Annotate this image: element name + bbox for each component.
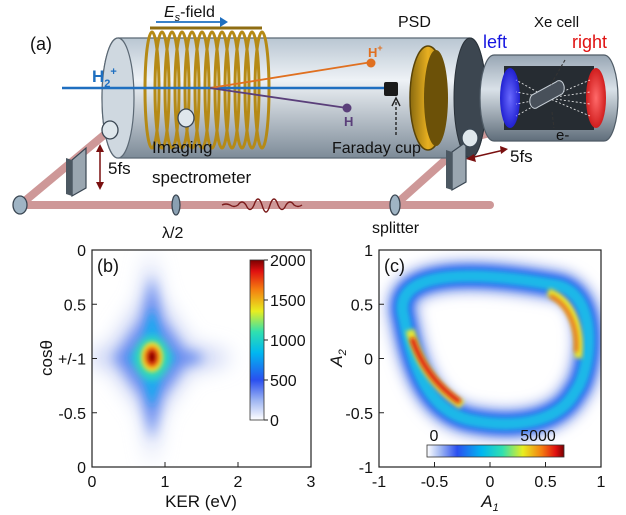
right-detector	[586, 68, 606, 128]
panel-b-y-tick-label: +/-1	[58, 352, 86, 369]
panel-c-x-tick-label: 1	[597, 474, 606, 491]
panel-c-label: (c)	[384, 256, 405, 276]
panel-b-x-tick-label: 2	[234, 474, 243, 491]
spectrometer-label: spectrometer	[152, 168, 252, 187]
panel-c-x-tick-label: 0	[486, 474, 495, 491]
mirror-upper-left	[101, 120, 119, 140]
panel-c-x-ticks: -1 -0.5 0 0.5 1	[372, 462, 606, 491]
coil-turn	[233, 30, 251, 150]
panel-b-y-tick-label: 0.5	[64, 297, 86, 314]
panel-c-colorbar-min: 0	[430, 428, 439, 445]
h-label: H	[344, 114, 353, 129]
panel-b-colorbar-tick-label: 500	[270, 373, 297, 390]
panel-b-x-ticks: 0 1 2 3	[88, 462, 316, 491]
panel-c-x-tick-label: -1	[372, 474, 386, 491]
panel-c-y-tick-label: -0.5	[345, 406, 373, 423]
panel-c-colorbar	[426, 444, 565, 458]
panel-b-x-tick-label: 1	[161, 474, 170, 491]
xe-cell-label: Xe cell	[534, 14, 579, 31]
psd-label: PSD	[398, 14, 431, 31]
panel-c-ylabel: A2	[327, 349, 349, 367]
panel-c-xlabel: A1	[480, 492, 498, 514]
panel-c-heatmap	[385, 259, 601, 441]
panel-c-colorbar-max: 5000	[520, 428, 556, 445]
electron-label: e-	[556, 127, 569, 144]
mirror-right-1	[461, 128, 479, 148]
panel-b-xlabel: KER (eV)	[165, 492, 237, 511]
coil-turn	[183, 30, 201, 150]
panel-b-y-tick-label: 0	[77, 460, 86, 477]
imaging-label: Imaging	[152, 138, 212, 157]
panel-a: (a) Es-field H2+ H+ H PSD Faraday cup Im…	[12, 4, 619, 242]
splitter-label: splitter	[372, 220, 420, 237]
xe-cell	[529, 80, 565, 109]
delay-right-label: 5fs	[510, 147, 533, 166]
hplus-particle	[366, 58, 376, 68]
panel-b-colorbar-tick-label: 2000	[270, 253, 306, 270]
coil-turn	[193, 30, 211, 150]
psd-detector	[409, 45, 448, 151]
panel-b-y-ticks: 0 0.5 +/-1 -0.5 0	[58, 243, 97, 477]
panel-b-x-tick-label: 3	[307, 474, 316, 491]
panel-b-colorbar-tick-label: 1000	[270, 333, 306, 350]
coil-turn	[143, 30, 161, 150]
panel-c: -1 -0.5 0 0.5 1 -1 -0.5 0 0.5 1 0 5000 (c) A1 A2	[327, 243, 606, 514]
panel-b-heatmap	[92, 250, 230, 467]
left-label: left	[483, 32, 507, 52]
panel-c-y-ticks: -1 -0.5 0 0.5 1	[345, 243, 384, 477]
waveplate	[171, 194, 181, 216]
h-particle	[342, 103, 352, 113]
panel-c-x-tick-label: -0.5	[421, 474, 449, 491]
hplus-label: H+	[368, 43, 383, 60]
faraday-cup	[384, 82, 398, 96]
ion-label: H2+	[92, 66, 117, 90]
coil-turn	[173, 30, 191, 150]
delay-left-label: 5fs	[108, 159, 131, 178]
panel-b-colorbar	[249, 259, 265, 421]
panel-c-y-tick-label: 1	[364, 243, 373, 260]
hplus-trajectory	[209, 61, 373, 89]
stereo-chamber	[479, 54, 619, 142]
coil-turn	[253, 30, 271, 150]
field-label: Es-field	[164, 4, 215, 24]
panel-c-y-tick-label: 0	[364, 352, 373, 369]
delay-arrow-right	[469, 149, 505, 159]
splitter	[389, 194, 401, 216]
panel-b-label: (b)	[97, 256, 119, 276]
delay-stage-left	[66, 146, 87, 198]
panel-b-y-tick-label: -0.5	[58, 406, 86, 423]
halfwave-label: λ/2	[162, 225, 183, 242]
panel-b-colorbar-tick-label: 1500	[270, 293, 306, 310]
panel-b-x-tick-label: 0	[88, 474, 97, 491]
panel-b-y-tick-label: 0	[77, 243, 86, 260]
panel-b-colorbar-ticks: 0 500 1000 1500 2000	[264, 253, 306, 430]
panel-c-y-tick-label: -1	[359, 460, 373, 477]
coil-turn	[243, 30, 261, 150]
panel-c-y-tick-label: 0.5	[351, 297, 373, 314]
mirror-left-end	[12, 195, 28, 215]
panel-b-colorbar-tick-label: 0	[270, 413, 279, 430]
panel-c-x-tick-label: 0.5	[534, 474, 556, 491]
h-trajectory	[209, 87, 348, 109]
panel-b-ylabel: cosθ	[37, 340, 56, 376]
coil-turn	[163, 30, 181, 150]
mirror-upper-left-2	[177, 108, 195, 128]
faraday-label: Faraday cup	[332, 140, 421, 157]
left-detector	[500, 68, 520, 128]
delay-stage-right	[446, 140, 467, 192]
coil-turn	[153, 30, 171, 150]
right-label: right	[572, 32, 607, 52]
laser-pulse	[221, 198, 303, 213]
panel-a-label: (a)	[30, 34, 52, 54]
